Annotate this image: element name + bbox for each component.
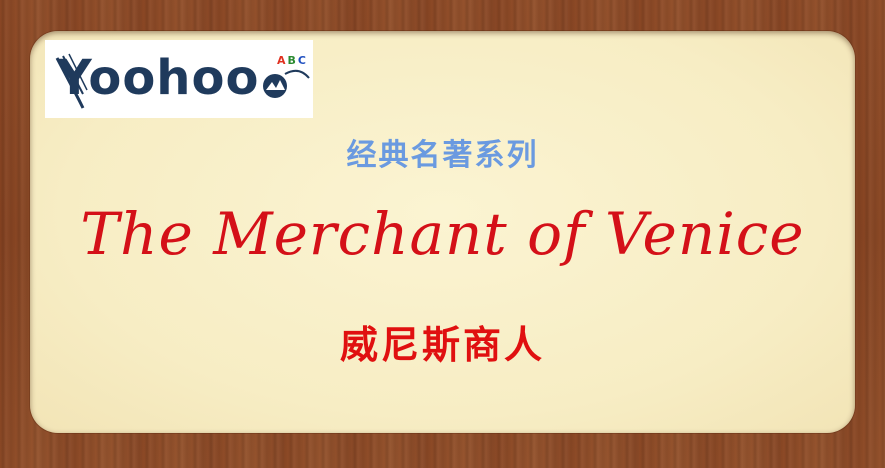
english-title: The Merchant of Venice [80, 200, 805, 268]
logo-quill-icon [55, 53, 310, 109]
logo-wordmark: Yoohoo [57, 50, 260, 106]
series-label: 经典名著系列 [346, 138, 539, 173]
logo-abc-badge: ABC [277, 54, 308, 67]
chinese-title: 威尼斯商人 [339, 323, 545, 367]
yoohoo-logo: Yoohoo ABC [45, 40, 313, 118]
logo-abc-text: ABC [277, 54, 308, 67]
